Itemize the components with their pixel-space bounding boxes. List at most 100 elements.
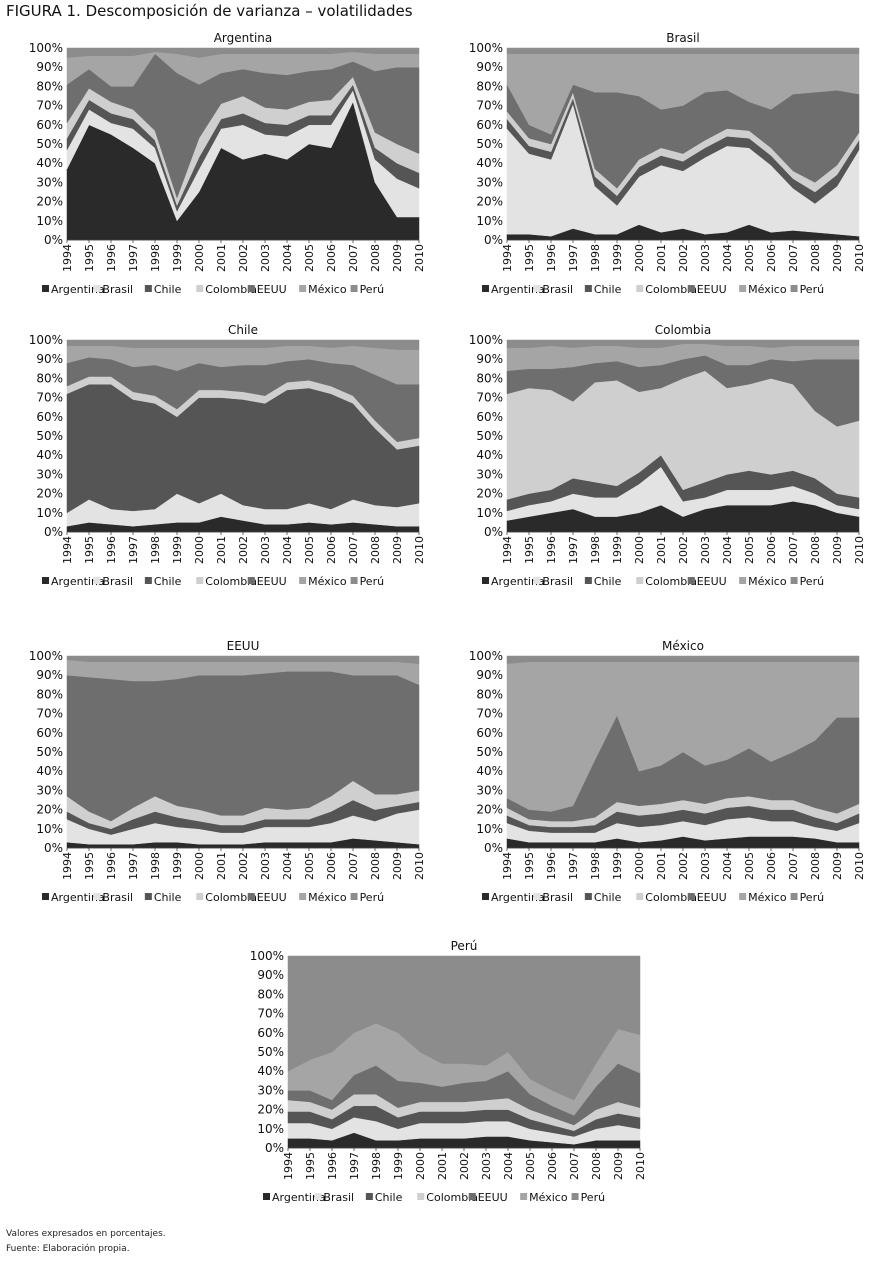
legend-swatch-brasil [533,285,541,292]
y-tick-label: 50% [476,429,503,443]
legend-label-eeuu: EEUU [697,891,727,904]
y-tick-label: 100% [469,333,503,347]
chart-svg: Perú 0% 10% 20% 30% 40% 50% 60% 70% 80% 90% 100% 199… [250,939,647,1204]
x-tick-label: 2001 [215,852,228,880]
chart-title: Colombia [655,323,711,337]
x-tick-label: 2010 [413,244,426,272]
x-tick-label: 2002 [677,244,690,272]
y-tick-label: 90% [476,352,503,366]
x-tick-label: 1994 [501,536,514,564]
x-tick-label: 2010 [853,244,866,272]
y-tick-label: 80% [36,687,63,701]
legend-label-argentina: Argentina [51,575,105,588]
legend-label-peru: Perú [800,283,825,296]
legend-swatch-chile [584,577,592,584]
legend-label-brasil: Brasil [542,575,573,588]
legend-label-eeuu: EEUU [697,575,727,588]
legend-swatch-colombia [196,285,204,292]
x-tick-label: 2005 [303,244,316,272]
y-tick-label: 10% [257,1122,284,1136]
legend-label-peru: Perú [360,891,385,904]
y-tick-label: 20% [36,803,63,817]
x-tick-label: 1994 [61,536,74,564]
chart-panel-brasil: Brasil 0% 10% 20% 30% 40% 50% 60% 70% 80% 90% 100% 1… [462,30,872,302]
y-tick-label: 30% [257,1083,284,1097]
x-tick-label: 1998 [149,536,162,564]
legend-swatch-eeuu [247,893,255,900]
x-tick-label: 2005 [303,536,316,564]
x-tick-label: 2001 [655,244,668,272]
legend-swatch-argentina [42,285,49,292]
y-tick-label: 10% [476,822,503,836]
x-tick-label: 1999 [171,852,184,880]
legend-label-colombia: Colombia [645,575,697,588]
y-tick-label: 70% [36,391,63,405]
y-tick-label: 0% [484,233,503,247]
y-tick-label: 70% [476,391,503,405]
x-tick-label: 2005 [303,852,316,880]
x-tick-label: 1999 [171,536,184,564]
legend-swatch-brasil [93,577,101,584]
x-tick-label: 1995 [83,536,96,564]
y-tick-label: 50% [257,1045,284,1059]
x-tick-label: 1994 [61,852,74,880]
legend-swatch-mexico [739,893,747,900]
legend-swatch-peru [790,285,798,292]
y-tick-label: 30% [476,467,503,481]
x-tick-label: 1996 [105,244,118,272]
y-tick-label: 80% [36,79,63,93]
legend-swatch-eeuu [247,285,255,292]
legend-label-colombia: Colombia [205,891,257,904]
x-tick-label: 2009 [831,852,844,880]
y-tick-label: 30% [36,175,63,189]
x-tick-label: 2007 [787,852,800,880]
legend-label-mexico: México [748,575,787,588]
y-tick-label: 30% [476,175,503,189]
area-series-peru [66,339,420,350]
x-tick-label: 2006 [325,244,338,272]
legend-swatch-colombia [636,577,644,584]
legend-swatch-colombia [636,893,644,900]
x-tick-label: 1997 [348,1152,361,1180]
x-tick-label: 2001 [436,1152,449,1180]
y-tick-label: 30% [36,467,63,481]
legend-swatch-mexico [739,285,747,292]
chart-title: EEUU [227,639,260,653]
y-tick-label: 50% [476,137,503,151]
x-tick-label: 1998 [589,244,602,272]
x-tick-label: 2003 [699,244,712,272]
y-tick-label: 0% [44,233,63,247]
legend-label-chile: Chile [154,575,182,588]
x-tick-label: 2008 [590,1152,603,1180]
x-tick-label: 2007 [568,1152,581,1180]
x-tick-label: 2010 [634,1152,647,1180]
legend-swatch-argentina [42,893,49,900]
legend-swatch-brasil [533,577,541,584]
x-tick-label: 1994 [501,852,514,880]
x-tick-label: 1997 [127,244,140,272]
legend-swatch-eeuu [687,893,695,900]
area-series-peru [506,47,860,55]
figure-title: FIGURA 1. Descomposición de varianza – v… [6,2,413,20]
legend-swatch-chile [584,893,592,900]
legend-label-brasil: Brasil [542,891,573,904]
x-tick-label: 2006 [325,536,338,564]
x-tick-label: 1999 [611,852,624,880]
legend-swatch-eeuu [468,1193,476,1200]
x-tick-label: 2007 [347,244,360,272]
x-tick-label: 2008 [809,536,822,564]
y-tick-label: 50% [36,137,63,151]
y-tick-label: 50% [476,745,503,759]
legend-label-brasil: Brasil [542,283,573,296]
x-tick-label: 2008 [809,244,822,272]
chart-panel-colombia: Colombia 0% 10% 20% 30% 40% 50% 60% 70% 80% 90% 100… [462,322,872,594]
x-tick-label: 1999 [171,244,184,272]
x-tick-label: 2004 [281,244,294,272]
x-tick-label: 2005 [524,1152,537,1180]
chart-title: Argentina [214,31,273,45]
legend-label-colombia: Colombia [645,891,697,904]
x-tick-label: 2005 [743,852,756,880]
figure-note: Valores expresados en porcentajes. [6,1229,166,1239]
y-tick-label: 20% [36,195,63,209]
x-tick-label: 1996 [326,1152,339,1180]
